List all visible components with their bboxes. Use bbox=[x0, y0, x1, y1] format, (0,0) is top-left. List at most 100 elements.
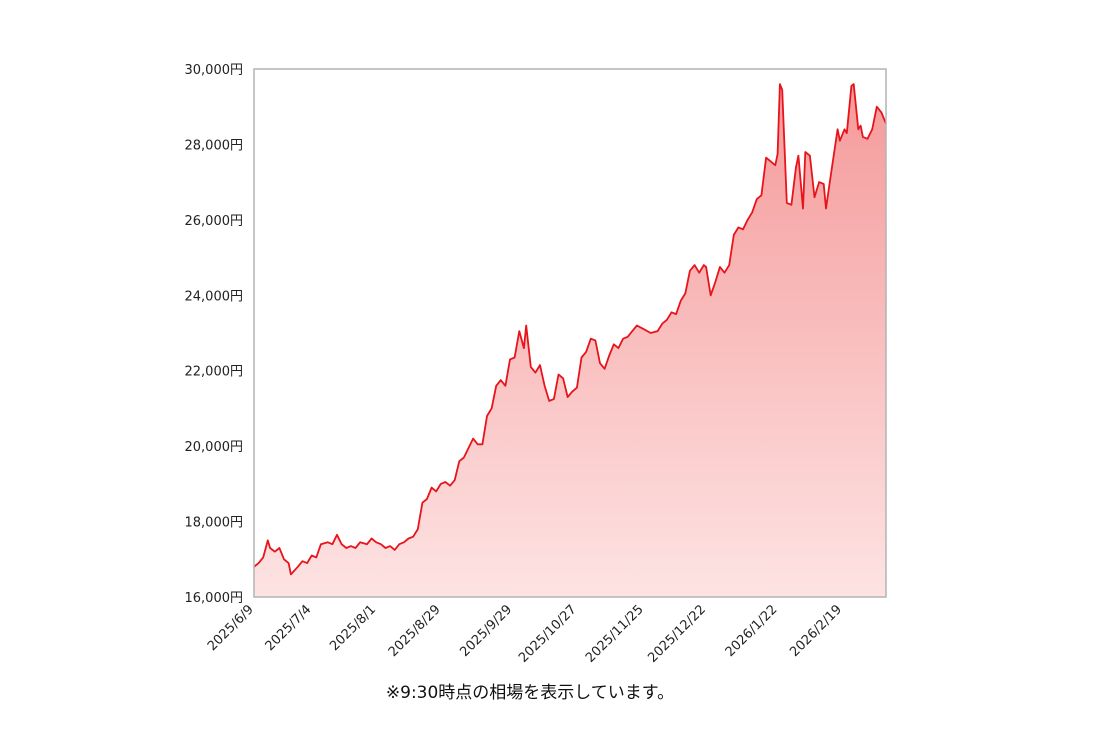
data-point bbox=[491, 407, 493, 409]
data-point bbox=[398, 543, 400, 545]
data-point bbox=[523, 347, 525, 349]
y-tick-label: 28,000円 bbox=[185, 138, 244, 153]
data-point bbox=[585, 351, 587, 353]
data-point bbox=[705, 266, 707, 268]
data-point bbox=[839, 140, 841, 142]
data-point bbox=[306, 562, 308, 564]
data-point bbox=[267, 539, 269, 542]
x-tick-label: 2025/8/1 bbox=[327, 602, 379, 654]
timestamp-note: ※9:30時点の相場を表示しています。 bbox=[385, 683, 675, 703]
data-point bbox=[657, 330, 659, 332]
data-point bbox=[710, 294, 712, 296]
data-point bbox=[862, 136, 864, 138]
data-point bbox=[495, 385, 497, 387]
data-point bbox=[830, 175, 832, 178]
data-point bbox=[359, 541, 361, 543]
data-point bbox=[336, 534, 338, 536]
data-point bbox=[733, 234, 735, 236]
data-point bbox=[680, 300, 682, 302]
data-point bbox=[345, 547, 347, 549]
data-point bbox=[860, 125, 862, 127]
data-point bbox=[846, 132, 848, 134]
data-point bbox=[548, 400, 550, 402]
data-point bbox=[262, 556, 264, 559]
data-point bbox=[301, 560, 303, 562]
data-point bbox=[394, 549, 396, 551]
data-point bbox=[458, 460, 460, 462]
data-point bbox=[477, 443, 479, 445]
data-point bbox=[407, 537, 410, 540]
x-tick-label: 2025/10/27 bbox=[516, 602, 580, 666]
data-point bbox=[737, 226, 740, 228]
data-point bbox=[613, 343, 615, 345]
data-point bbox=[857, 128, 859, 130]
data-point bbox=[714, 281, 716, 283]
data-point bbox=[440, 483, 442, 485]
data-point bbox=[813, 196, 816, 198]
data-point bbox=[823, 183, 825, 185]
data-point bbox=[553, 398, 555, 400]
data-point bbox=[786, 202, 788, 204]
data-point bbox=[675, 313, 677, 315]
data-point bbox=[417, 528, 419, 530]
data-point bbox=[608, 355, 610, 357]
data-point bbox=[604, 368, 606, 370]
data-point bbox=[467, 447, 470, 449]
data-point bbox=[804, 151, 806, 153]
data-point bbox=[463, 456, 465, 459]
plot-area bbox=[253, 68, 887, 598]
data-point bbox=[866, 138, 869, 140]
data-point bbox=[539, 364, 541, 366]
price-series-line bbox=[253, 83, 887, 576]
x-tick-label: 2025/8/29 bbox=[386, 602, 444, 660]
data-point bbox=[802, 207, 804, 210]
data-point bbox=[643, 328, 645, 330]
data-point bbox=[274, 551, 276, 553]
data-point bbox=[412, 536, 414, 538]
data-point bbox=[444, 481, 446, 483]
data-point bbox=[341, 543, 343, 545]
data-point bbox=[742, 228, 744, 230]
data-point bbox=[571, 390, 573, 393]
x-axis-labels: 2025/6/9 2025/7/4 2025/8/1 2025/8/29 2025/9/… bbox=[205, 602, 845, 666]
data-point bbox=[375, 541, 377, 543]
data-point bbox=[756, 198, 758, 200]
data-point bbox=[670, 311, 673, 313]
x-tick-label: 2025/11/25 bbox=[583, 602, 647, 666]
data-point bbox=[661, 323, 663, 325]
data-point bbox=[486, 415, 488, 417]
data-point bbox=[689, 270, 691, 272]
data-point bbox=[770, 160, 772, 162]
data-point bbox=[590, 338, 592, 340]
data-point bbox=[723, 272, 726, 274]
data-point bbox=[719, 266, 721, 268]
data-point bbox=[818, 181, 820, 183]
data-point bbox=[500, 379, 502, 381]
x-tick-label: 2025/9/29 bbox=[457, 602, 515, 660]
data-point bbox=[777, 153, 779, 155]
y-tick-label: 24,000円 bbox=[185, 289, 244, 304]
data-point bbox=[580, 356, 583, 359]
y-tick-label: 20,000円 bbox=[185, 440, 244, 455]
data-point bbox=[650, 332, 652, 334]
data-point bbox=[562, 377, 564, 379]
data-point bbox=[880, 111, 883, 113]
data-point bbox=[774, 164, 776, 166]
data-point bbox=[666, 319, 668, 321]
data-point bbox=[454, 479, 456, 481]
data-point bbox=[853, 83, 855, 85]
data-point bbox=[850, 85, 853, 87]
data-point bbox=[627, 336, 629, 338]
data-point bbox=[765, 157, 767, 159]
data-point bbox=[258, 562, 260, 564]
data-point bbox=[694, 264, 696, 266]
price-area-fill bbox=[254, 84, 886, 598]
data-point bbox=[426, 498, 428, 500]
data-point bbox=[350, 545, 352, 547]
plot-frame bbox=[253, 68, 887, 598]
y-axis-labels: 16,000円 18,000円 20,000円 22,000円 24,000円 26,00… bbox=[185, 63, 244, 606]
data-point bbox=[504, 385, 506, 387]
data-point bbox=[449, 485, 451, 487]
data-point bbox=[636, 324, 638, 327]
data-point bbox=[698, 272, 700, 274]
